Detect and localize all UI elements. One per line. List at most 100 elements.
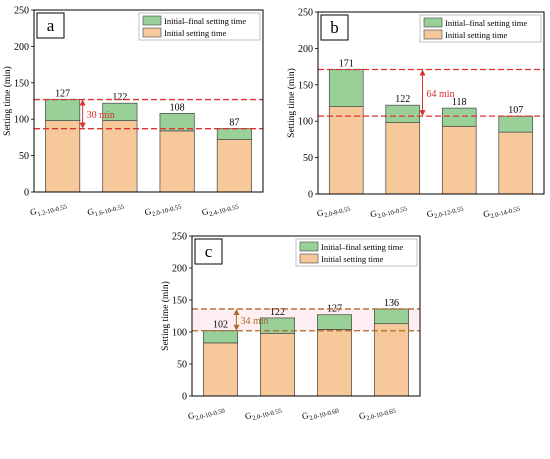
plot-frame <box>317 11 545 195</box>
legend: Initial–final setting time Initial settin… <box>138 12 261 41</box>
y-tick-label: 50 <box>177 360 187 371</box>
legend-swatch-initial <box>142 27 162 38</box>
plot-frame <box>191 235 421 397</box>
y-tick-label: 250 <box>14 6 29 17</box>
y-tick-label: 200 <box>14 42 29 53</box>
x-tick-label: G2.0-14-0.55 <box>482 200 521 222</box>
y-tick-label: 150 <box>14 78 29 89</box>
range-annotation: 64 min <box>427 89 455 100</box>
bar-initial-setting <box>328 106 364 195</box>
bar-total-label: 87 <box>229 118 239 129</box>
panel-label: b <box>320 14 349 41</box>
y-tick-label: 0 <box>24 188 29 199</box>
range-annotation: 30 min <box>87 110 115 121</box>
bar-initial-setting <box>317 329 352 397</box>
y-tick-label: 200 <box>172 264 187 275</box>
y-tick-label: 250 <box>172 232 187 243</box>
y-tick-label: 100 <box>14 115 29 126</box>
y-tick-label: 250 <box>298 8 313 19</box>
y-tick-label: 0 <box>182 392 187 403</box>
x-tick-label: G1.6-10-0.55 <box>86 198 125 220</box>
bar-initial-setting <box>159 130 195 193</box>
x-tick-label: G2.0-10-0.55 <box>244 402 283 424</box>
bar-initial-final-setting <box>203 330 238 344</box>
legend-label-initial: Initial setting time <box>164 28 227 38</box>
bar-total-label: 122 <box>270 307 285 318</box>
y-tick-label: 50 <box>19 151 29 162</box>
y-tick-label: 50 <box>303 153 313 164</box>
panel-label: a <box>36 12 65 39</box>
range-annotation: 34 min <box>240 316 268 327</box>
legend-swatch-initial-final <box>423 17 443 28</box>
bar-total-label: 122 <box>112 92 127 103</box>
bar-initial-final-setting <box>385 104 421 124</box>
x-tick-label: G2.0-10-0.65 <box>358 402 397 424</box>
bar-total-label: 127 <box>55 89 70 100</box>
legend-swatch-initial <box>423 29 443 40</box>
x-tick-label: G2.0-12-0.55 <box>426 200 465 222</box>
bar-total-label: 118 <box>452 97 467 108</box>
legend-swatch-initial <box>299 253 319 264</box>
bar-initial-setting <box>216 139 252 193</box>
bar-initial-final-setting <box>45 99 81 122</box>
x-tick-label: G2.0-8-0.55 <box>316 200 352 221</box>
legend-label-initial: Initial setting time <box>445 30 508 40</box>
legend-label-initial-final: Initial–final setting time <box>445 18 527 28</box>
panel-label: c <box>194 238 223 265</box>
y-axis-label: Setting time (min) <box>160 281 171 351</box>
legend: Initial–final setting time Initial settin… <box>295 238 418 267</box>
legend-label-initial: Initial setting time <box>321 254 384 264</box>
chart-panel-a: 0 50 100 150 200 250 Setting time (min) 127 G1.2… <box>2 6 264 220</box>
y-tick-label: 0 <box>308 190 313 201</box>
bar-initial-final-setting <box>374 308 409 325</box>
bar-total-label: 108 <box>170 102 185 113</box>
y-axis-label: Setting time (min) <box>286 68 297 138</box>
y-tick-label: 150 <box>172 296 187 307</box>
legend-label-initial-final: Initial–final setting time <box>164 16 246 26</box>
legend-label-initial-final: Initial–final setting time <box>321 242 403 252</box>
bar-initial-final-setting <box>317 314 352 330</box>
bar-initial-final-setting <box>441 107 477 127</box>
bar-initial-setting <box>45 120 81 193</box>
bar-initial-setting <box>260 332 295 397</box>
bar-initial-final-setting <box>102 102 138 122</box>
x-tick-label: G1.2-10-0.55 <box>29 198 68 220</box>
bar-total-label: 127 <box>327 304 342 315</box>
bar-initial-setting <box>385 122 421 195</box>
y-tick-label: 100 <box>298 117 313 128</box>
bar-total-label: 171 <box>339 59 354 70</box>
panel-label-text: b <box>330 18 339 37</box>
bar-initial-setting <box>374 323 409 397</box>
legend-swatch-initial-final <box>142 15 162 26</box>
y-axis-label: Setting time (min) <box>2 66 13 136</box>
panel-label-text: a <box>47 16 55 35</box>
plot-frame <box>33 9 264 193</box>
x-tick-label: G2.0-10-0.55 <box>369 200 408 222</box>
bar-initial-final-setting <box>328 69 364 107</box>
panel-label-box <box>320 14 349 41</box>
bar-initial-final-setting <box>216 128 252 140</box>
x-tick-label: G2.0-10-0.55 <box>143 198 182 220</box>
panel-label-box <box>194 238 223 265</box>
bar-total-label: 102 <box>213 320 228 331</box>
bar-initial-setting <box>102 120 138 193</box>
bar-initial-setting <box>441 125 477 195</box>
y-tick-label: 200 <box>298 44 313 55</box>
bar-initial-final-setting <box>498 115 534 133</box>
x-tick-label: G2.4-10-0.55 <box>201 198 240 220</box>
x-tick-label: G2.0-10-0.50 <box>187 402 226 424</box>
y-tick-label: 100 <box>172 328 187 339</box>
legend: Initial–final setting time Initial settin… <box>419 14 542 43</box>
bar-total-label: 136 <box>384 298 399 309</box>
x-tick-label: G2.0-10-0.60 <box>301 402 340 424</box>
bar-total-label: 122 <box>395 94 410 105</box>
bar-initial-final-setting <box>159 113 195 132</box>
chart-panel-c: 0 50 100 150 200 250 Setting time (min) 102 G2.0… <box>160 232 421 424</box>
panel-label-text: c <box>205 242 213 261</box>
panel-label-box <box>36 12 65 39</box>
bar-total-label: 107 <box>508 105 523 116</box>
y-tick-label: 150 <box>298 80 313 91</box>
bar-initial-setting <box>203 342 238 397</box>
bar-initial-final-setting <box>260 317 295 334</box>
